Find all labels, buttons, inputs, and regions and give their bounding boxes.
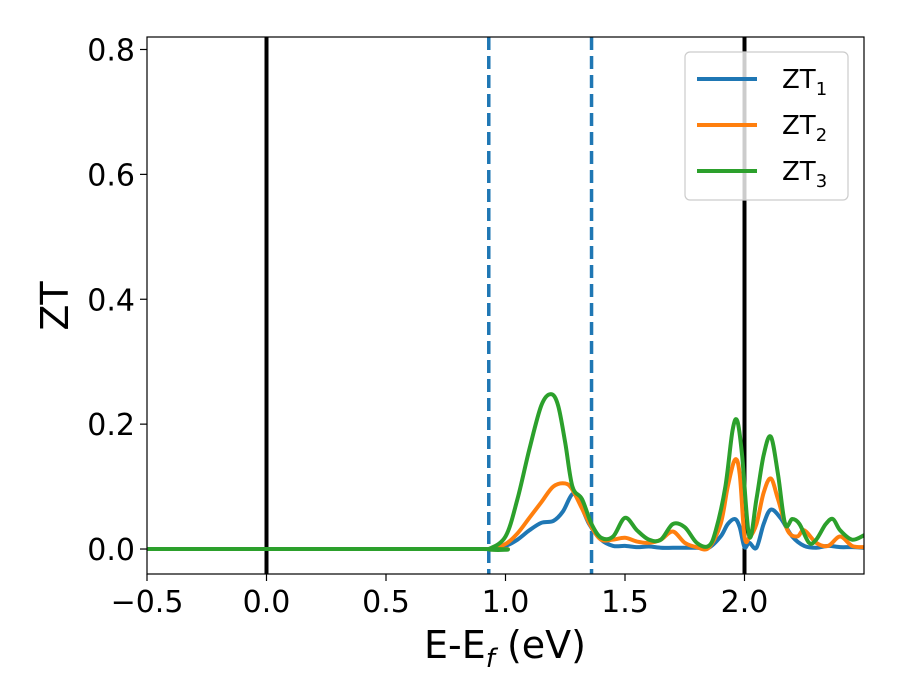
legend-label-2: ZT2 (782, 111, 827, 146)
x-tick-label: 2.0 (721, 585, 769, 620)
y-axis-title: ZT (33, 281, 77, 331)
legend-entries: ZT1 ZT2 ZT3 (697, 65, 827, 192)
legend: ZT1 ZT2 ZT3 (684, 51, 849, 201)
legend-label-1: ZT1 (782, 65, 827, 100)
y-tick-label: 0.2 (87, 408, 135, 443)
legend-box (684, 51, 849, 201)
reference-lines (264, 37, 747, 574)
x-axis: −0.5 0.0 0.5 1.0 1.5 2.0 (111, 574, 769, 620)
y-axis: 0.0 0.2 0.4 0.6 0.8 (87, 33, 147, 568)
y-tick-label: 0.8 (87, 33, 135, 68)
series-line-2 (147, 457, 864, 552)
y-tick-label: 0.4 (87, 283, 135, 318)
y-tick-label: 0.0 (87, 533, 135, 568)
x-tick-label: 0.5 (362, 585, 410, 620)
series-lines (147, 392, 864, 552)
y-tick-label: 0.6 (87, 158, 135, 193)
x-tick-label: 0.0 (243, 585, 291, 620)
x-tick-label: 1.0 (482, 585, 530, 620)
x-tick-label: 1.5 (601, 585, 649, 620)
x-tick-label: −0.5 (111, 585, 184, 620)
legend-label-3: ZT3 (782, 157, 827, 192)
series-line-3 (147, 392, 864, 552)
x-axis-title: E-Ef (eV) (424, 623, 586, 674)
